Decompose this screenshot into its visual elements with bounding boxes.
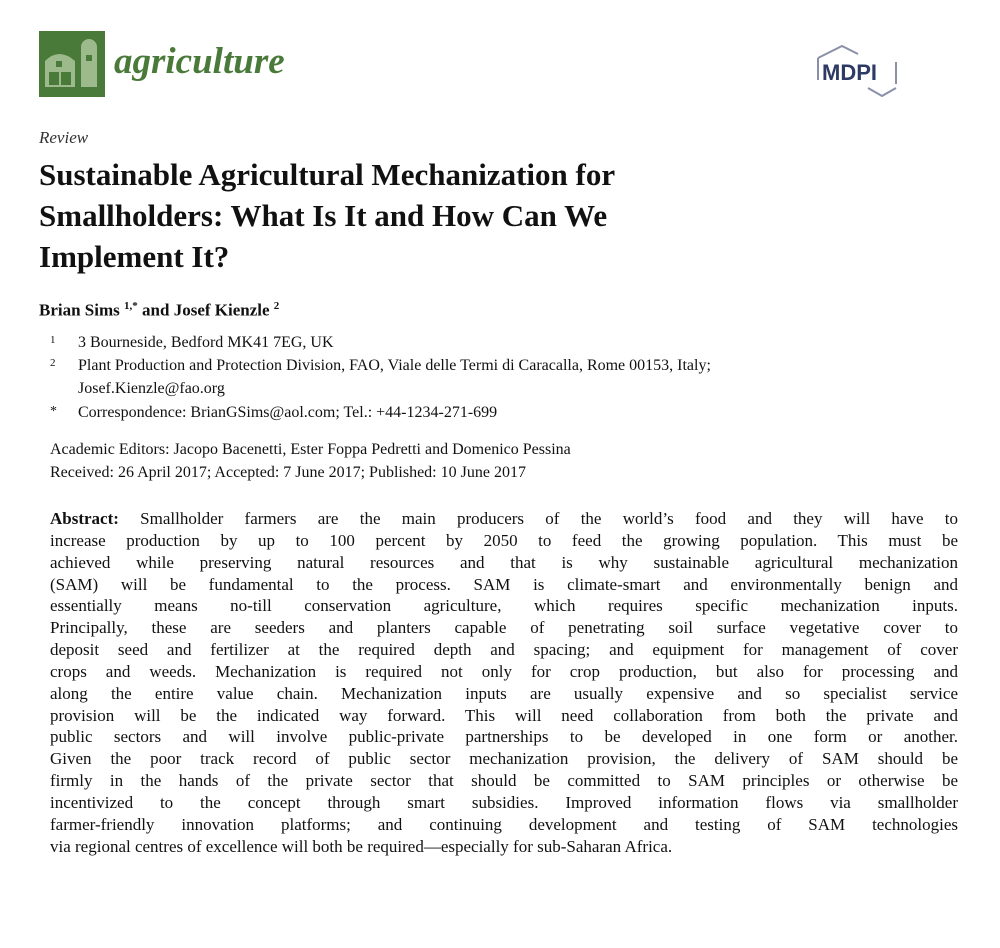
paper-title: Sustainable Agricultural Mechanization f…: [39, 154, 939, 277]
affiliation-email: Josef.Kienzle@fao.org: [50, 380, 225, 398]
abstract-line: provision will be the indicated way forw…: [50, 705, 958, 727]
journal-logo-barn-icon: [39, 31, 105, 97]
affiliation: 1 3 Bourneside, Bedford MK41 7EG, UK: [50, 334, 334, 352]
affil-text[interactable]: Josef.Kienzle@fao.org: [78, 380, 225, 397]
mdpi-logo-text: MDPI: [822, 60, 877, 85]
abstract-line: public sectors and will involve public-p…: [50, 726, 958, 748]
affil-text: 3 Bourneside, Bedford MK41 7EG, UK: [78, 334, 334, 351]
author-affil-mark: 1,*: [124, 300, 138, 312]
affil-text: Plant Production and Protection Division…: [78, 357, 711, 374]
affil-mark: *: [50, 404, 57, 419]
author-name[interactable]: Brian Sims: [39, 300, 120, 320]
author-affil-mark: 2: [273, 300, 280, 312]
abstract-line: achieved while preserving natural resour…: [50, 552, 958, 574]
abstract-line: (SAM) will be fundamental to the process…: [50, 574, 958, 596]
abstract-text: essentially means no-till conservation a…: [50, 596, 958, 616]
abstract-line: firmly in the hands of the private secto…: [50, 770, 958, 792]
author-name[interactable]: Josef Kienzle: [173, 300, 270, 320]
abstract: Abstract: Smallholder farmers are the ma…: [50, 508, 958, 858]
abstract-text: Principally, these are seeders and plant…: [50, 618, 958, 638]
abstract-text: achieved while preserving natural resour…: [50, 552, 958, 572]
abstract-line: essentially means no-till conservation a…: [50, 595, 958, 617]
abstract-line: Given the poor track record of public se…: [50, 748, 958, 770]
abstract-text: (SAM) will be fundamental to the process…: [50, 574, 958, 594]
title-line: Implement It?: [39, 239, 230, 274]
abstract-text: firmly in the hands of the private secto…: [50, 771, 958, 791]
abstract-text: farmer-friendly innovation platforms; an…: [50, 814, 958, 834]
mdpi-logo: MDPI: [812, 40, 907, 100]
journal-name: agriculture: [114, 41, 285, 82]
abstract-text: increase production by up to 100 percent…: [50, 530, 958, 550]
abstract-text: Smallholder farmers are the main produce…: [118, 509, 958, 528]
affiliation: 2 Plant Production and Protection Divisio…: [50, 357, 711, 375]
abstract-text: incentivized to the concept through smar…: [50, 792, 958, 812]
abstract-line: Principally, these are seeders and plant…: [50, 617, 958, 639]
author-list: Brian Sims 1,* and Josef Kienzle 2: [39, 300, 279, 321]
affil-mark: 2: [50, 357, 56, 369]
abstract-text: public sectors and will involve public-p…: [50, 727, 958, 747]
publication-dates: Received: 26 April 2017; Accepted: 7 Jun…: [50, 464, 526, 481]
author-conjunction: and: [137, 300, 174, 320]
abstract-text: Given the poor track record of public se…: [50, 749, 958, 769]
affil-mark: 1: [50, 334, 56, 346]
abstract-line: deposit seed and fertilizer at the requi…: [50, 639, 958, 661]
affil-text: Correspondence: BrianGSims@aol.com; Tel.…: [78, 404, 498, 421]
abstract-line: increase production by up to 100 percent…: [50, 530, 958, 552]
abstract-line: incentivized to the concept through smar…: [50, 792, 958, 814]
abstract-text: along the entire value chain. Mechanizat…: [50, 683, 958, 703]
abstract-text: via regional centres of excellence will …: [50, 836, 673, 856]
abstract-text: deposit seed and fertilizer at the requi…: [50, 640, 958, 660]
abstract-label: Abstract:: [50, 509, 119, 528]
abstract-line: crops and weeds. Mechanization is requir…: [50, 661, 958, 683]
abstract-text: crops and weeds. Mechanization is requir…: [50, 661, 958, 681]
abstract-line: via regional centres of excellence will …: [50, 836, 958, 858]
title-line: Sustainable Agricultural Mechanization f…: [39, 157, 616, 192]
academic-editors: Academic Editors: Jacopo Bacenetti, Este…: [50, 441, 571, 458]
title-line: Smallholders: What Is It and How Can We: [39, 198, 608, 233]
abstract-line: along the entire value chain. Mechanizat…: [50, 683, 958, 705]
abstract-text: provision will be the indicated way forw…: [50, 705, 958, 725]
correspondence: * Correspondence: BrianGSims@aol.com; Tel…: [50, 404, 497, 422]
abstract-line: Abstract: Smallholder farmers are the ma…: [50, 508, 958, 530]
article-type: Review: [39, 128, 89, 147]
abstract-line: farmer-friendly innovation platforms; an…: [50, 814, 958, 836]
